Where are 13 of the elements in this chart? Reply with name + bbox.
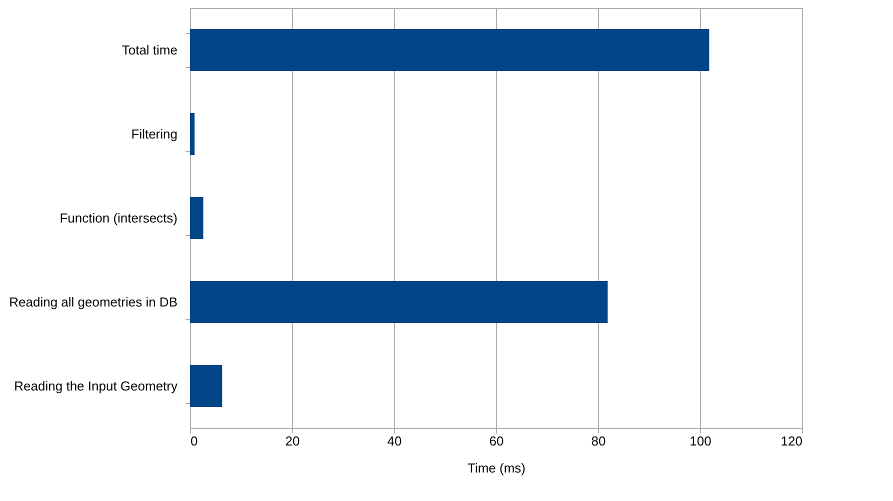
y-tick-label: Function (intersects) <box>60 210 178 226</box>
x-tick-label: 80 <box>591 434 606 448</box>
y-tick-label: Reading all geometries in DB <box>9 294 178 310</box>
x-tick-label: 100 <box>690 434 712 448</box>
x-tick-label: 0 <box>190 434 198 448</box>
y-tick-label: Total time <box>122 42 178 58</box>
x-tick-label: 40 <box>387 434 402 448</box>
y-tick-label: Reading the Input Geometry <box>14 378 178 394</box>
x-tick-label: 20 <box>285 434 300 448</box>
x-tick-label: 120 <box>780 434 802 448</box>
x-axis-title: Time (ms) <box>467 460 526 476</box>
y-tick-label: Filtering <box>131 126 178 142</box>
x-tick-label: 60 <box>489 434 504 448</box>
